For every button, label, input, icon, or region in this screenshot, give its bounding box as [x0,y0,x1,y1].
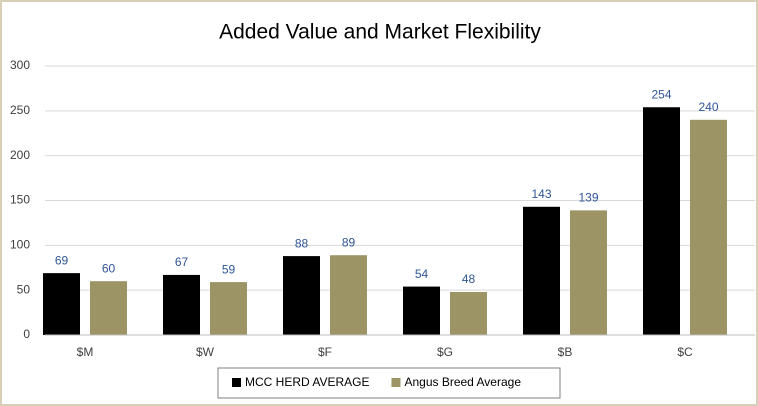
legend-label: MCC HERD AVERAGE [245,375,369,389]
bar [690,119,727,335]
bar [43,273,80,335]
bar [210,282,247,335]
data-label: 240 [698,100,718,114]
data-label: 60 [102,261,116,275]
data-label: 59 [222,262,236,276]
x-tick-label: $C [677,345,693,359]
y-tick-label: 50 [17,282,31,296]
bar [643,107,680,335]
data-label: 69 [55,253,69,267]
x-tick-label: $M [77,345,94,359]
y-tick-label: 100 [10,238,30,252]
y-tick-label: 200 [10,148,30,162]
data-label: 143 [531,187,551,201]
y-tick-label: 150 [10,193,30,207]
bar [450,291,487,335]
bar [403,286,440,335]
x-tick-label: $B [558,345,573,359]
x-tick-label: $G [437,345,453,359]
y-tick-label: 250 [10,103,30,117]
legend-swatch [391,378,401,387]
legend-swatch [232,378,241,387]
data-label: 67 [175,255,189,269]
bar [570,210,607,335]
data-label: 89 [342,235,356,249]
legend-label: Angus Breed Average [404,375,521,389]
data-label: 48 [462,272,476,286]
data-label: 88 [295,236,309,250]
data-label: 54 [415,267,429,281]
x-tick-label: $F [318,345,332,359]
bar [330,255,367,335]
x-tick-label: $W [196,345,215,359]
data-label: 254 [651,87,671,101]
data-label: 139 [578,191,598,205]
y-tick-label: 0 [23,327,30,341]
y-tick-label: 300 [10,58,30,72]
bar [90,281,127,335]
legend-box [217,367,561,399]
chart-title: Added Value and Market Flexibility [219,21,541,44]
bar [523,206,560,335]
bar [283,256,320,335]
bar [163,274,200,335]
